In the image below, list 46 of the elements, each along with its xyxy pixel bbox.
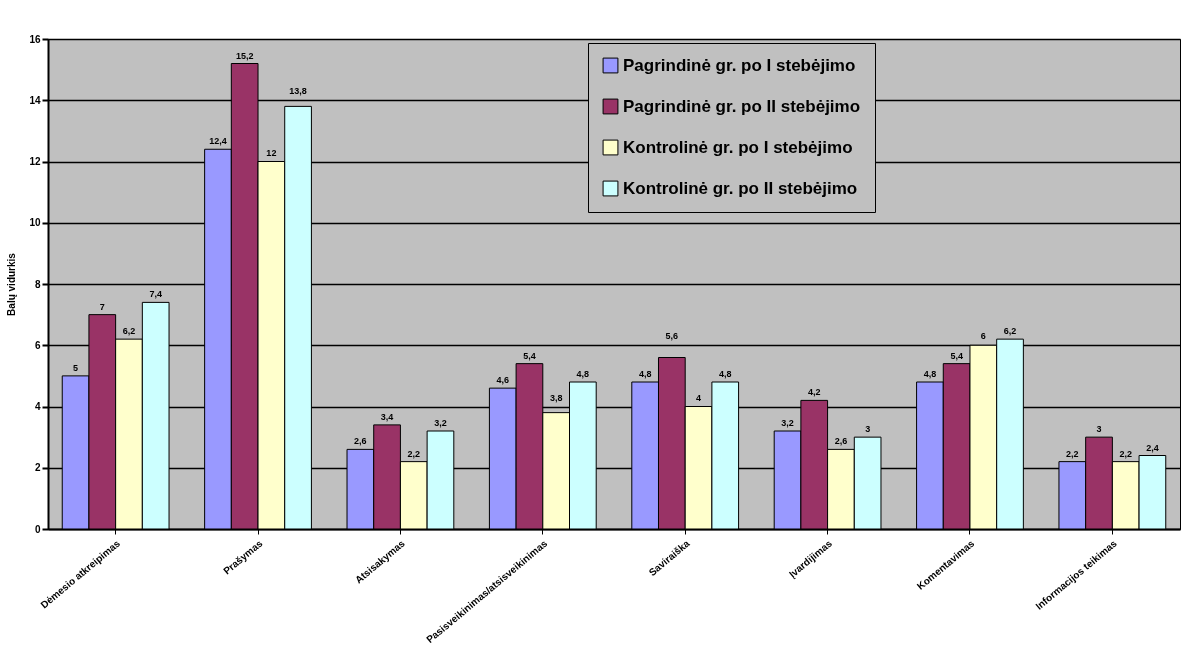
data-label: 2,2: [1066, 448, 1079, 459]
data-label: 4,8: [718, 369, 732, 379]
y-tick-label: 14: [29, 94, 41, 106]
y-tick-label: 12: [29, 156, 41, 167]
data-label: 2,2: [407, 448, 421, 459]
data-label: 2,2: [1119, 448, 1132, 459]
data-label: 4,8: [923, 369, 937, 379]
data-label: 5: [73, 362, 79, 373]
data-label: 2,4: [1146, 442, 1159, 453]
legend-label: Kontrolinė gr. po I stebėjimo: [623, 137, 853, 157]
data-label: 3: [1096, 424, 1102, 435]
data-label: 4,8: [638, 369, 652, 379]
data-label: 12: [266, 147, 277, 158]
data-label: 3,4: [380, 411, 394, 422]
y-tick-label: 2: [34, 462, 41, 474]
data-label: 3,2: [781, 418, 794, 428]
data-label: 2,6: [354, 436, 367, 447]
data-label: 4,2: [807, 387, 821, 398]
y-axis-title: Balų vidurkis: [6, 252, 18, 316]
data-label: 5,4: [523, 350, 536, 361]
legend-label: Kontrolinė gr. po II stebėjimo: [623, 178, 858, 198]
data-label: 4,6: [496, 375, 510, 386]
y-tick-label: 0: [34, 523, 41, 535]
data-label: 3: [865, 424, 871, 435]
data-label: 5,6: [665, 331, 679, 342]
data-label: 6: [980, 331, 986, 342]
y-tick-label: 4: [34, 401, 41, 412]
data-label: 7: [99, 301, 105, 312]
data-label: 12,4: [209, 136, 227, 147]
data-label: 13,8: [289, 86, 307, 97]
data-label: 3,2: [434, 418, 447, 428]
legend-label: Pagrindinė gr. po I stebėjimo: [623, 55, 856, 75]
y-tick-label: 10: [29, 217, 41, 229]
y-tick-label: 6: [34, 339, 41, 351]
y-tick-label: 8: [34, 278, 41, 290]
data-label: 6,2: [1003, 326, 1017, 337]
data-label: 2,6: [834, 436, 848, 447]
data-label: 6,2: [122, 326, 136, 337]
data-label: 4,8: [576, 369, 590, 379]
data-label: 15,2: [235, 50, 254, 61]
data-label: 7,4: [149, 289, 162, 300]
y-tick-label: 16: [29, 33, 41, 45]
legend-label: Pagrindinė gr. po II stebėjimo: [623, 96, 861, 116]
data-label: 3,8: [549, 392, 563, 403]
data-label: 4: [696, 392, 702, 403]
data-label: 5,4: [950, 350, 963, 361]
